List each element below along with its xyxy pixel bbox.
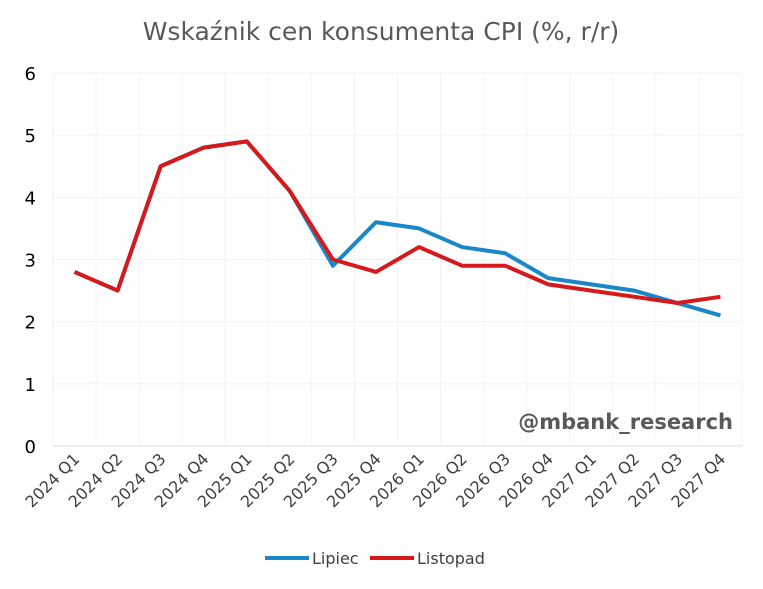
y-tick-label: 6 (25, 64, 36, 85)
y-tick-label: 5 (25, 126, 36, 147)
series-line-listopad (73, 139, 721, 306)
legend-label-listopad: Listopad (417, 549, 485, 568)
y-tick-label: 2 (25, 313, 36, 334)
y-tick-label: 1 (25, 375, 36, 396)
y-tick-label: 0 (25, 437, 36, 458)
y-tick-label: 4 (25, 188, 36, 209)
legend-label-lipiec: Lipiec (312, 549, 359, 568)
y-tick-label: 3 (25, 251, 36, 272)
chart-title: Wskaźnik cen konsumenta CPI (%, r/r) (143, 17, 620, 46)
y-axis: 0 1 2 3 4 5 6 (25, 64, 36, 458)
series-lines (73, 139, 722, 318)
grid (52, 72, 743, 447)
legend: Lipiec Listopad (265, 549, 485, 568)
watermark: @mbank_research (518, 410, 733, 434)
